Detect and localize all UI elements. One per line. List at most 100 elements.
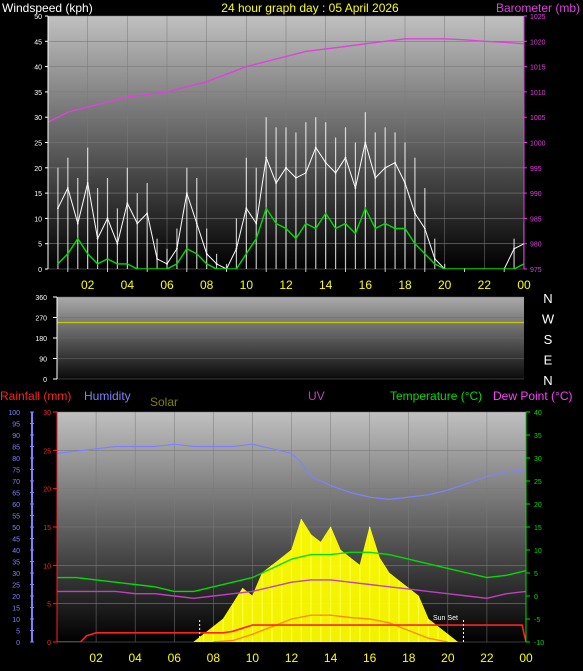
- sunset-annotation: Sun Set: [433, 615, 458, 622]
- windspeed-point: [66, 187, 69, 189]
- legend-uv: UV: [308, 389, 325, 403]
- windspeed-point: [76, 222, 79, 225]
- barometer-tick-label: 985: [530, 216, 542, 223]
- humidity-tick-label: 35: [12, 560, 20, 567]
- rainfall-line: [57, 624, 526, 642]
- windspeed-point: [185, 192, 188, 195]
- compass-label: N: [543, 291, 552, 306]
- barometer-tick-label: 1000: [530, 141, 546, 148]
- windspeed-point: [86, 182, 89, 184]
- direction-tick-label: 270: [35, 316, 47, 323]
- wind-axis-title: Windspeed (kph): [2, 1, 93, 15]
- windspeed-point: [195, 222, 198, 225]
- wind-tick-label: 30: [34, 115, 42, 122]
- windspeed-point: [314, 146, 317, 149]
- windspeed-point: [295, 177, 297, 179]
- climate-x-tick-label: 02: [89, 651, 103, 665]
- windspeed-point: [394, 161, 396, 164]
- windspeed-point: [106, 217, 109, 220]
- climate-x-tick-label: 18: [402, 651, 416, 665]
- climate-x-tick-label: 20: [441, 651, 455, 665]
- barometer-tick-label: 995: [530, 166, 542, 173]
- humidity-tick-label: 75: [12, 468, 20, 475]
- legend-humidity: Humidity: [84, 389, 131, 403]
- wind-x-tick-label: 20: [438, 278, 452, 292]
- wind-tick-label: 35: [34, 90, 42, 97]
- windspeed-point: [205, 252, 208, 255]
- windspeed-point: [384, 166, 387, 169]
- barometer-tick-label: 1025: [530, 14, 546, 21]
- temperature-tick-label: 15: [534, 525, 542, 532]
- wind-x-tick-label: 00: [517, 278, 531, 292]
- legend-solar: Solar: [150, 395, 178, 409]
- rain-tick-label: 30: [43, 410, 51, 417]
- windspeed-point: [116, 242, 119, 245]
- temperature-tick-label: 30: [534, 456, 542, 463]
- humidity-tick-label: 85: [12, 445, 20, 452]
- windspeed-point: [126, 202, 129, 205]
- rain-tick-label: 5: [47, 602, 51, 609]
- windspeed-point: [414, 212, 416, 215]
- humidity-tick-label: 90: [12, 433, 20, 440]
- temperature-tick-label: -5: [534, 617, 540, 624]
- humidity-tick-label: 50: [12, 525, 20, 532]
- compass-label: E: [544, 353, 553, 368]
- barometer-tick-label: 990: [530, 191, 542, 198]
- barometer-tick-label: 1020: [530, 39, 546, 46]
- humidity-tick-label: 100: [8, 410, 20, 417]
- windspeed-point: [136, 222, 139, 225]
- windspeed-point: [354, 187, 357, 189]
- windspeed-point: [285, 166, 287, 169]
- windspeed-point: [374, 177, 377, 179]
- barometer-tick-label: 975: [530, 267, 542, 274]
- wind-x-tick-label: 22: [478, 278, 492, 292]
- direction-tick-label: 180: [35, 336, 47, 343]
- humidity-tick-label: 30: [12, 571, 20, 578]
- wind-panel-axes: 0510152025303540455097598098599099510001…: [34, 14, 545, 292]
- wind-x-tick-label: 02: [81, 278, 95, 292]
- humidity-tick-label: 5: [16, 629, 20, 636]
- rain-tick-label: 20: [43, 487, 51, 494]
- windspeed-point: [235, 247, 238, 250]
- windspeed-point: [513, 247, 515, 250]
- wind-x-tick-label: 08: [200, 278, 214, 292]
- windspeed-point: [96, 237, 99, 240]
- wind-x-tick-label: 10: [240, 278, 254, 292]
- humidity-tick-label: 80: [12, 456, 20, 463]
- climate-x-tick-label: 04: [128, 651, 142, 665]
- climate-x-tick-label: 22: [480, 651, 494, 665]
- windspeed-point: [324, 161, 327, 164]
- compass-label: W: [542, 312, 555, 327]
- wind-x-tick-label: 12: [279, 278, 293, 292]
- windspeed-point: [245, 207, 248, 210]
- average-wind-line: [57, 206, 524, 269]
- climate-x-tick-label: 10: [246, 651, 260, 665]
- wind-x-tick-label: 06: [160, 278, 174, 292]
- humidity-tick-label: 55: [12, 514, 20, 521]
- barometer-tick-label: 1010: [530, 90, 546, 97]
- humidity-tick-label: 10: [12, 617, 20, 624]
- barometer-tick-label: 1015: [530, 65, 546, 72]
- compass-label: N: [543, 373, 552, 388]
- temperature-tick-label: 40: [534, 410, 542, 417]
- barometer-axis-title: Barometer (mb): [496, 1, 580, 15]
- windspeed-point: [334, 171, 337, 174]
- climate-x-tick-label: 08: [207, 651, 221, 665]
- windspeed-point: [215, 263, 218, 265]
- wind-tick-label: 25: [34, 141, 42, 148]
- rain-tick-label: 0: [47, 640, 51, 647]
- windspeed-point: [156, 257, 158, 260]
- windspeed-point: [265, 156, 268, 159]
- windspeed-point: [176, 247, 178, 250]
- rain-tick-label: 25: [43, 448, 51, 455]
- wind-tick-label: 40: [34, 65, 42, 72]
- humidity-line: [57, 443, 526, 501]
- windspeed-point: [344, 156, 347, 159]
- barometer-line: [48, 38, 524, 123]
- humidity-tick-label: 15: [12, 606, 20, 613]
- dew-point-line: [57, 579, 526, 600]
- humidity-tick-label: 45: [12, 537, 20, 544]
- climate-x-tick-label: 06: [168, 651, 182, 665]
- climate-x-tick-label: 12: [285, 651, 299, 665]
- windspeed-point: [304, 171, 307, 174]
